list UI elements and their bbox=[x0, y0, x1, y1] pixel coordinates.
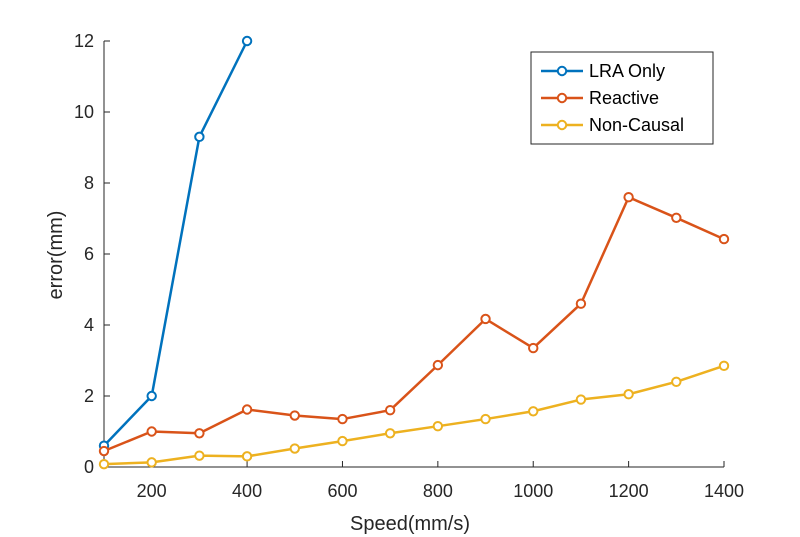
data-point bbox=[623, 389, 634, 400]
x-tick-label: 1000 bbox=[513, 481, 553, 501]
x-tick-label: 200 bbox=[137, 481, 167, 501]
data-point bbox=[671, 212, 682, 223]
data-point bbox=[575, 298, 587, 309]
data-point bbox=[289, 443, 300, 454]
data-point bbox=[575, 394, 587, 405]
legend-item: LRA Only bbox=[541, 61, 665, 81]
y-tick-label: 4 bbox=[84, 315, 94, 335]
legend-label: Non-Causal bbox=[589, 115, 684, 135]
y-axis-label: error(mm) bbox=[45, 211, 67, 300]
data-point bbox=[718, 360, 730, 372]
series-line bbox=[103, 195, 725, 453]
data-point bbox=[241, 35, 253, 47]
y-axis-ticks: 0 2 4 6 8 10 12 bbox=[74, 31, 110, 477]
data-point bbox=[718, 233, 730, 245]
y-tick-label: 2 bbox=[84, 386, 94, 406]
data-point bbox=[384, 405, 396, 416]
legend-item: Non-Causal bbox=[541, 115, 684, 135]
x-axis-ticks: 200 400 600 800 1000 1200 1400 bbox=[137, 461, 744, 501]
data-point bbox=[241, 451, 253, 462]
x-tick-label: 1400 bbox=[704, 481, 744, 501]
series-layer bbox=[98, 35, 730, 470]
data-point bbox=[241, 404, 253, 415]
data-point bbox=[194, 131, 205, 143]
data-point bbox=[528, 342, 539, 354]
x-tick-label: 800 bbox=[423, 481, 453, 501]
data-point bbox=[146, 457, 157, 468]
data-point bbox=[337, 435, 348, 447]
legend: LRA Only Reactive Non-Causal bbox=[530, 51, 714, 145]
y-tick-label: 10 bbox=[74, 102, 94, 122]
legend-marker bbox=[556, 119, 568, 131]
y-tick-label: 0 bbox=[84, 457, 94, 477]
x-tick-label: 1200 bbox=[609, 481, 649, 501]
data-point bbox=[289, 410, 300, 421]
data-point bbox=[194, 450, 205, 461]
legend-label: LRA Only bbox=[589, 61, 665, 81]
data-point bbox=[432, 359, 444, 371]
legend-marker bbox=[556, 65, 568, 77]
series-line bbox=[103, 364, 725, 466]
data-point bbox=[337, 413, 348, 425]
data-point bbox=[480, 313, 491, 325]
series-line bbox=[103, 40, 249, 447]
y-tick-label: 12 bbox=[74, 31, 94, 51]
series-non-causal bbox=[98, 360, 730, 470]
data-point bbox=[384, 428, 396, 439]
data-point bbox=[528, 406, 539, 417]
x-tick-label: 400 bbox=[232, 481, 262, 501]
data-point bbox=[146, 426, 157, 437]
data-point bbox=[194, 428, 205, 439]
series-reactive bbox=[98, 192, 730, 457]
data-point bbox=[146, 390, 157, 402]
data-point bbox=[623, 192, 634, 203]
data-point bbox=[432, 420, 444, 432]
data-point bbox=[98, 445, 110, 457]
x-axis-label: Speed(mm/s) bbox=[350, 513, 470, 535]
legend-marker bbox=[556, 92, 568, 104]
y-tick-label: 6 bbox=[84, 244, 94, 264]
x-tick-label: 600 bbox=[327, 481, 357, 501]
data-point bbox=[98, 458, 110, 470]
data-point bbox=[671, 376, 682, 387]
series-lra-only bbox=[98, 35, 253, 451]
legend-label: Reactive bbox=[589, 88, 659, 108]
data-point bbox=[480, 413, 491, 425]
y-tick-label: 8 bbox=[84, 173, 94, 193]
legend-item: Reactive bbox=[541, 88, 659, 108]
